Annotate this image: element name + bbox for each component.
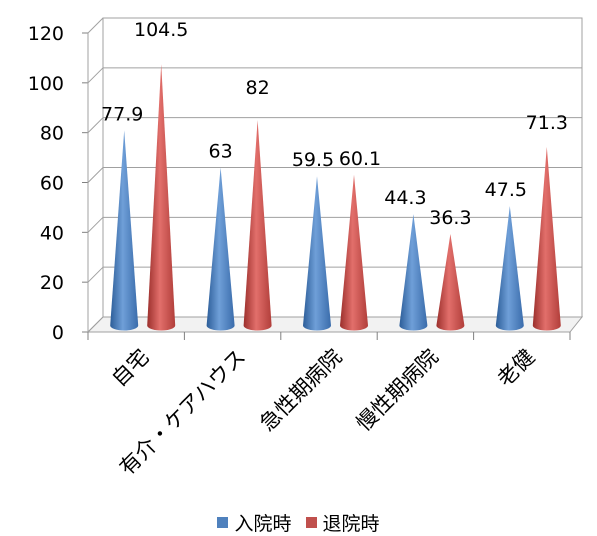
cone-shape-1-4 (399, 214, 428, 331)
cone-shape-1-1 (110, 130, 139, 331)
side-wall-line (87, 216, 104, 233)
cone-bar-1-2 (206, 167, 235, 331)
cone-bar-1-5 (495, 206, 524, 331)
category-label-5: 老健 (493, 345, 540, 392)
y-tick-label: 40 (40, 222, 64, 244)
cone-shape-1-2 (206, 167, 235, 331)
legend-item-series-1: 入院時 (217, 509, 292, 536)
data-label-1-5: 47.5 (485, 179, 527, 201)
data-label-1-1: 77.9 (101, 103, 143, 125)
data-labels: 77.9 63 59.5 44.3 47.5 104.5 82 60.1 36.3 71.3 (101, 19, 568, 229)
cone-bar-1-4 (399, 214, 428, 331)
category-label-1: 自宅 (107, 345, 154, 392)
data-label-2-2: 82 (246, 77, 270, 99)
legend: 入院時 退院時 (0, 509, 597, 536)
y-tick-label: 60 (40, 173, 64, 195)
side-wall-line (87, 167, 104, 183)
data-label-2-3: 60.1 (339, 148, 381, 170)
legend-swatch-series-2 (305, 517, 317, 528)
data-label-2-1: 104.5 (134, 19, 188, 41)
y-tick-label: 120 (28, 23, 64, 45)
cone-shape-2-5 (532, 146, 561, 331)
cone-shape-2-2 (243, 120, 272, 331)
data-label-1-2: 63 (209, 141, 233, 163)
cone-shape-2-1 (147, 64, 176, 331)
y-tick-labels: 0 20 40 60 80 100 120 (28, 23, 64, 344)
side-wall-line (87, 67, 104, 84)
cone-bar-1-3 (303, 176, 331, 331)
side-wall-line (87, 17, 104, 34)
legend-item-series-2: 退院時 (305, 509, 380, 536)
cone-bar-2-2 (243, 120, 272, 331)
cone-shape-1-5 (495, 206, 524, 331)
legend-label-series-1: 入院時 (234, 513, 292, 535)
y-tick-label: 80 (40, 123, 64, 145)
cone-bar-1-1 (110, 130, 139, 331)
cone-shape-1-3 (303, 176, 331, 331)
cone-shape-2-4 (436, 234, 465, 331)
side-wall-line (87, 316, 104, 333)
side-wall-line (87, 266, 104, 283)
data-label-1-4: 44.3 (384, 187, 426, 209)
cone-bar-2-1 (147, 64, 176, 331)
legend-swatch-series-1 (217, 517, 229, 528)
data-label-2-4: 36.3 (429, 207, 471, 229)
y-tick-label: 20 (40, 272, 64, 294)
cone-shape-2-3 (340, 174, 368, 331)
cone-bar-2-5 (532, 146, 561, 331)
side-wall-line (87, 117, 104, 134)
axes (82, 18, 571, 340)
legend-label-series-2: 退院時 (322, 513, 380, 535)
y-tick-label: 100 (28, 73, 64, 95)
data-label-1-3: 59.5 (292, 149, 334, 171)
y-tick-label: 0 (52, 322, 64, 344)
cone-bar-2-4 (436, 234, 465, 331)
category-label-3: 急性期病院 (255, 345, 346, 436)
cone-bar-2-3 (340, 174, 368, 331)
data-label-2-5: 71.3 (526, 112, 568, 134)
cone-bars (110, 64, 561, 331)
category-label-4: 慢性期病院 (352, 345, 443, 436)
